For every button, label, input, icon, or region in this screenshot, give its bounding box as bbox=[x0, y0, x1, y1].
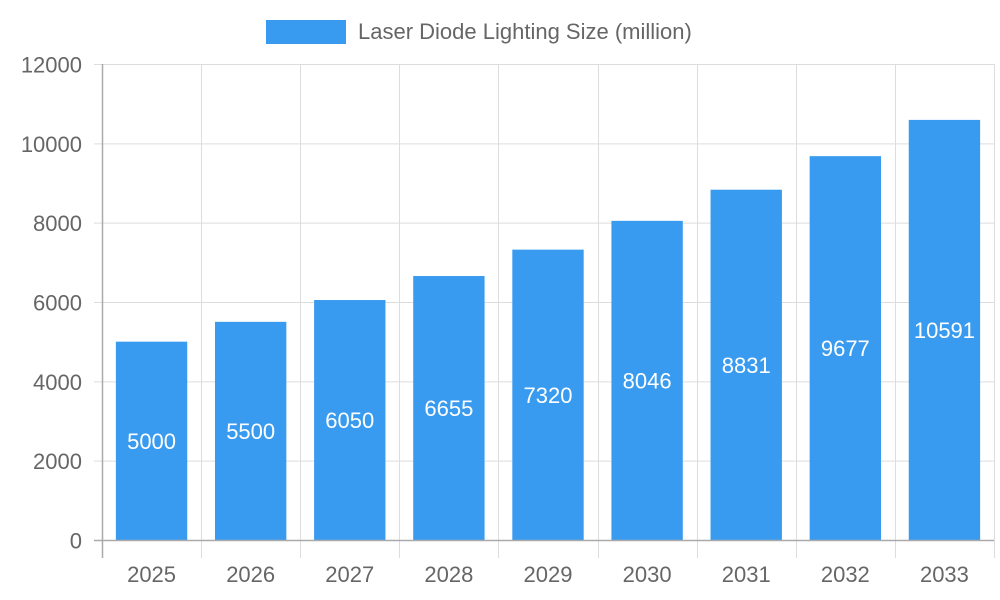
bar bbox=[809, 156, 882, 540]
bars: 5000 5500 6050 6655 7320 8046 8831 9677 10591 bbox=[115, 119, 981, 541]
data-label: 10591 bbox=[914, 318, 975, 343]
bar bbox=[413, 276, 485, 540]
data-label: 5000 bbox=[127, 429, 176, 454]
legend[interactable]: Laser Diode Lighting Size (million) bbox=[266, 19, 692, 44]
x-tick-label: 2031 bbox=[722, 562, 771, 587]
legend-label: Laser Diode Lighting Size (million) bbox=[358, 19, 692, 44]
x-tick-label: 2033 bbox=[920, 562, 969, 587]
data-label: 6050 bbox=[325, 408, 374, 433]
bar bbox=[710, 189, 782, 540]
x-tick-label: 2032 bbox=[821, 562, 870, 587]
data-label: 7320 bbox=[524, 383, 573, 408]
x-tick-label: 2026 bbox=[226, 562, 275, 587]
x-tick-label: 2028 bbox=[424, 562, 473, 587]
x-tick-label: 2025 bbox=[127, 562, 176, 587]
grid bbox=[94, 64, 995, 558]
data-label: 8046 bbox=[623, 368, 672, 393]
y-tick-label: 6000 bbox=[33, 291, 82, 316]
x-tick-label: 2027 bbox=[325, 562, 374, 587]
y-tick-label: 10000 bbox=[21, 132, 82, 157]
bar bbox=[512, 249, 584, 540]
bar bbox=[611, 220, 683, 541]
y-tick-label: 2000 bbox=[33, 449, 82, 474]
y-tick-label: 0 bbox=[70, 529, 82, 554]
bar bbox=[115, 341, 188, 540]
data-label: 8831 bbox=[722, 353, 771, 378]
axes: 0 2000 4000 6000 8000 10000 12000 2025 2026 2027 2… bbox=[21, 53, 994, 587]
legend-swatch bbox=[266, 20, 346, 44]
y-tick-label: 12000 bbox=[21, 53, 82, 78]
data-label: 9677 bbox=[821, 336, 870, 361]
y-tick-label: 8000 bbox=[33, 211, 82, 236]
bar bbox=[314, 300, 386, 540]
bar bbox=[214, 321, 287, 540]
data-label: 5500 bbox=[226, 419, 275, 444]
x-tick-label: 2029 bbox=[524, 562, 573, 587]
x-tick-label: 2030 bbox=[623, 562, 672, 587]
bar bbox=[908, 119, 981, 541]
y-tick-label: 4000 bbox=[33, 370, 82, 395]
data-label: 6655 bbox=[424, 396, 473, 421]
